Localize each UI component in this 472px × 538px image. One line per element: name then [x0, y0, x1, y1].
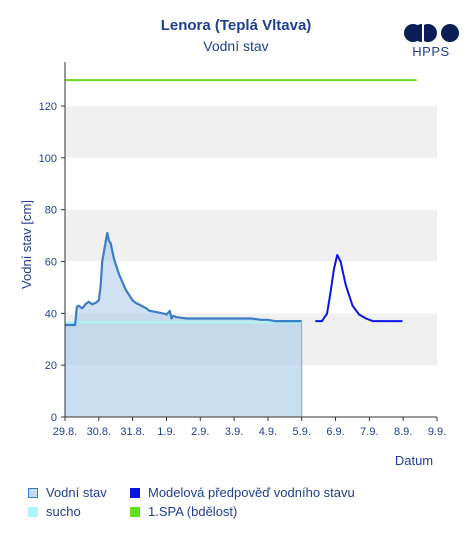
x-tick-label: 6.9. [326, 426, 344, 438]
grid-band [65, 157, 437, 210]
grid-band [65, 209, 437, 262]
hpps-logo: HPPS [400, 22, 466, 64]
legend-label: sucho [46, 504, 81, 519]
y-tick-label: 60 [45, 257, 57, 269]
chart-title: Lenora (Teplá Vltava) [160, 17, 312, 34]
legend-swatch-vodni-stav [28, 488, 38, 498]
hpps-logo-icon [404, 24, 459, 42]
legend-label: Vodní stav [46, 485, 107, 500]
x-tick-label: 4.9. [259, 426, 277, 438]
observed-water-level-line [65, 231, 302, 327]
y-tick-label: 40 [45, 308, 57, 320]
legend-label: Modelová předpověď vodního stavu [148, 485, 355, 500]
x-tick-label: 5.9. [293, 426, 311, 438]
legend-swatch-sucho [28, 507, 38, 517]
forecast-water-level-line [315, 254, 403, 323]
x-tick-label: 9.9. [428, 426, 446, 438]
grid-band [65, 62, 437, 107]
chart-subtitle: Vodní stav [203, 38, 269, 54]
hpps-logo-text: HPPS [412, 44, 450, 59]
x-tick-label: 7.9. [360, 426, 378, 438]
legend-label: 1.SPA (bdělost) [148, 504, 238, 519]
x-tick-label: 1.9. [157, 426, 175, 438]
y-tick-label: 20 [45, 360, 57, 372]
y-tick-label: 100 [39, 153, 57, 165]
y-axis-title: Vodní stav [cm] [19, 200, 34, 289]
y-tick-label: 80 [45, 205, 57, 217]
y-tick-label: 0 [51, 412, 57, 424]
x-tick-label: 30.8. [87, 426, 111, 438]
x-tick-label: 8.9. [394, 426, 412, 438]
x-tick-label: 3.9. [225, 426, 243, 438]
x-tick-label: 29.8. [53, 426, 77, 438]
legend-swatch-forecast [130, 488, 140, 498]
x-tick-label: 2.9. [191, 426, 209, 438]
x-axis-title: Datum [395, 453, 433, 468]
legend-swatch-spa [130, 507, 140, 517]
observed-area-fill [65, 233, 302, 325]
grid-band [65, 106, 437, 158]
x-tick-label: 31.8. [120, 426, 144, 438]
observed-area-base [64, 321, 303, 418]
y-tick-label: 120 [39, 101, 57, 113]
